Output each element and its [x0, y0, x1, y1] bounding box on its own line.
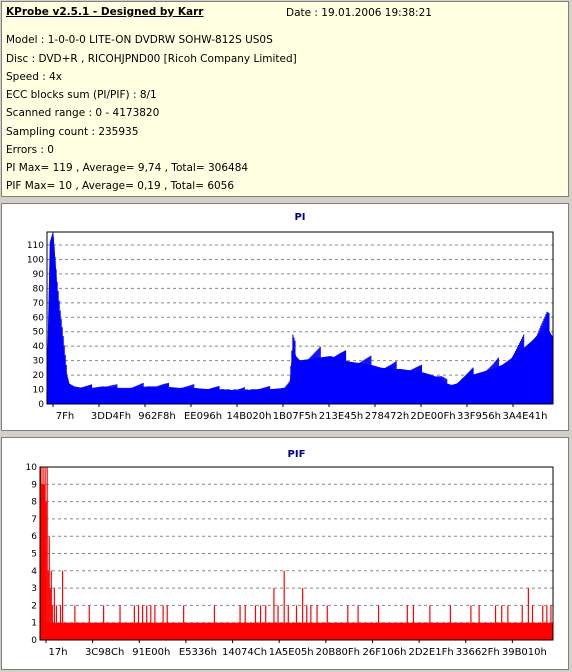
y-tick-label: 2	[31, 601, 37, 611]
x-tick-label: 39B010h	[502, 647, 547, 658]
speed-line: Speed : 4x	[6, 71, 63, 83]
x-tick-label: 20B80Fh	[316, 647, 360, 658]
model-line: Model : 1-0-0-0 LITE-ON DVDRW SOHW-812S …	[6, 34, 273, 46]
chart-title: PIF	[288, 449, 306, 460]
errors-line: Errors : 0	[6, 144, 54, 156]
y-tick-label: 3	[31, 584, 37, 594]
y-tick-label: 60	[33, 313, 45, 323]
sampling-line: Sampling count : 235935	[6, 126, 139, 138]
y-tick-label: 50	[33, 328, 45, 338]
y-tick-label: 6	[31, 532, 37, 542]
chart-title: PI	[294, 212, 305, 223]
x-tick-label: 14074Ch	[222, 647, 267, 658]
x-tick-label: 2DE00Fh	[410, 411, 455, 422]
info-panel: KProbe v2.5.1 - Designed by Karr Date : …	[1, 1, 569, 197]
x-tick-label: 17h	[48, 647, 67, 658]
y-tick-label: 90	[33, 270, 45, 280]
x-tick-label: 91E00h	[132, 647, 170, 658]
x-tick-label: 213E45h	[319, 411, 363, 422]
x-tick-label: E5336h	[179, 647, 217, 658]
x-tick-label: 14B020h	[226, 411, 271, 422]
pi-chart: PI 0 10 20 30 40 50 60 70 80 90 100 110 7Fh 3DD4Fh 962F…	[27, 212, 554, 422]
x-tick-label: 33662Fh	[456, 647, 500, 658]
y-tick-label: 80	[33, 284, 45, 294]
y-tick-label: 7	[31, 515, 37, 525]
x-tick-label: 3A4E41h	[503, 411, 548, 422]
y-tick-label: 30	[33, 357, 45, 367]
x-tick-label: 1B07F5h	[273, 411, 317, 422]
y-tick-label: 110	[27, 241, 44, 251]
plot-frame	[39, 466, 554, 641]
pi-stats-line: PI Max= 119 , Average= 9,74 , Total= 306…	[6, 162, 249, 174]
pi-chart-panel: PI 0 10 20 30 40 50 60 70 80 90 100 110 7Fh 3DD4Fh 962F…	[1, 203, 569, 431]
scan-date: Date : 19.01.2006 19:38:21	[286, 7, 432, 19]
y-tick-label: 10	[33, 386, 45, 396]
pif-chart-panel: PIF 0 1 2 3 4 5 6 7 8 9 10 17h 3C98Ch 91E00h E5336h 1407…	[1, 437, 569, 670]
pif-chart: PIF 0 1 2 3 4 5 6 7 8 9 10 17h 3C98Ch 91E00h E5336h 1407…	[26, 449, 554, 658]
y-tick-label: 10	[26, 463, 38, 473]
x-tick-label: 33F956h	[457, 411, 501, 422]
y-tick-label: 8	[31, 498, 37, 508]
x-tick-label: 3DD4Fh	[91, 411, 131, 422]
pif-stats-line: PIF Max= 10 , Average= 0,19 , Total= 605…	[6, 180, 235, 192]
app-title: KProbe v2.5.1 - Designed by Karr	[6, 6, 204, 18]
y-tick-label: 4	[31, 567, 37, 577]
y-tick-label: 5	[31, 550, 37, 560]
x-tick-label: 2D2E1Fh	[408, 647, 453, 658]
y-tick-label: 20	[33, 371, 45, 381]
y-tick-label: 9	[31, 480, 37, 490]
y-tick-label: 0	[38, 400, 44, 410]
range-line: Scanned range : 0 - 4173820	[6, 107, 160, 119]
x-tick-label: 3C98Ch	[85, 647, 124, 658]
y-tick-label: 100	[27, 255, 44, 265]
x-tick-label: EE096h	[184, 411, 222, 422]
ecc-line: ECC blocks sum (PI/PIF) : 8/1	[6, 89, 157, 101]
disc-line: Disc : DVD+R , RICOHJPND00 [Ricoh Compan…	[6, 53, 297, 65]
plot-frame	[46, 231, 554, 405]
y-tick-label: 1	[31, 619, 37, 629]
x-tick-label: 962F8h	[138, 411, 176, 422]
y-tick-label: 70	[33, 299, 45, 309]
x-tick-label: 7Fh	[56, 411, 74, 422]
y-tick-label: 40	[33, 342, 45, 352]
y-tick-label: 0	[31, 636, 37, 646]
x-tick-label: 1A5E05h	[269, 647, 314, 658]
x-tick-label: 278472h	[365, 411, 410, 422]
x-tick-label: 26F106h	[363, 647, 407, 658]
